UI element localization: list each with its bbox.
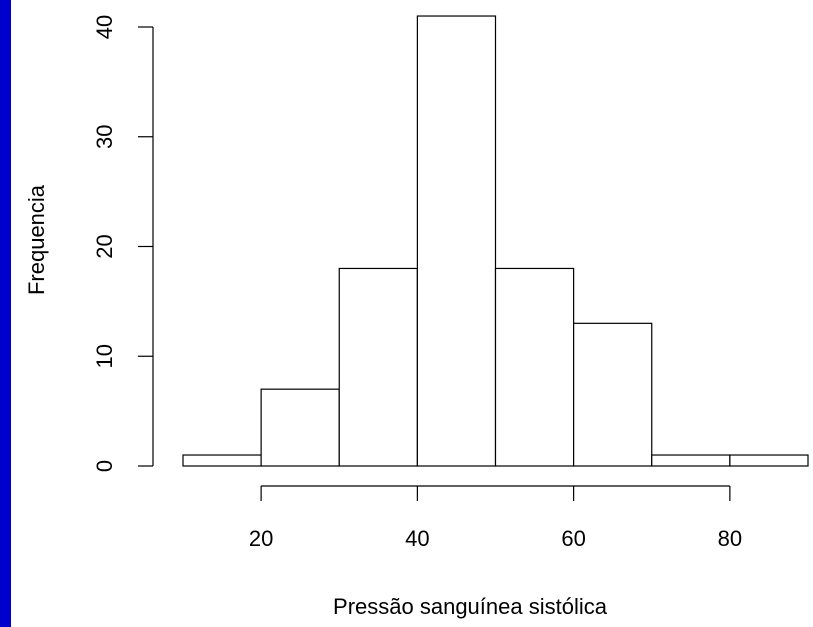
y-tick-label: 30	[92, 125, 117, 149]
x-axis-label: Pressão sanguínea sistólica	[333, 594, 608, 619]
y-tick-label: 0	[92, 460, 117, 472]
histogram-bar	[651, 454, 731, 467]
x-tick-label: 20	[249, 526, 273, 551]
x-axis: 20 40 60 80	[249, 485, 742, 551]
histogram-bar	[416, 15, 497, 467]
x-tick-label: 60	[561, 526, 585, 551]
y-tick-label: 40	[92, 15, 117, 39]
histogram-bar	[260, 388, 340, 467]
histogram-bar	[494, 267, 575, 467]
y-axis: 0 10 20 30 40	[92, 15, 154, 472]
x-tick-label: 40	[405, 526, 429, 551]
x-tick-label: 80	[718, 526, 742, 551]
histogram-bar	[573, 322, 653, 467]
histogram-bars	[182, 15, 809, 467]
y-tick-label: 10	[92, 344, 117, 368]
y-tick-label: 20	[92, 234, 117, 258]
y-axis-label: Frequencia	[24, 184, 49, 295]
histogram-bar	[182, 454, 262, 467]
histogram-bar	[729, 454, 809, 467]
histogram-bar	[338, 267, 418, 467]
left-edge-strip	[0, 0, 11, 627]
